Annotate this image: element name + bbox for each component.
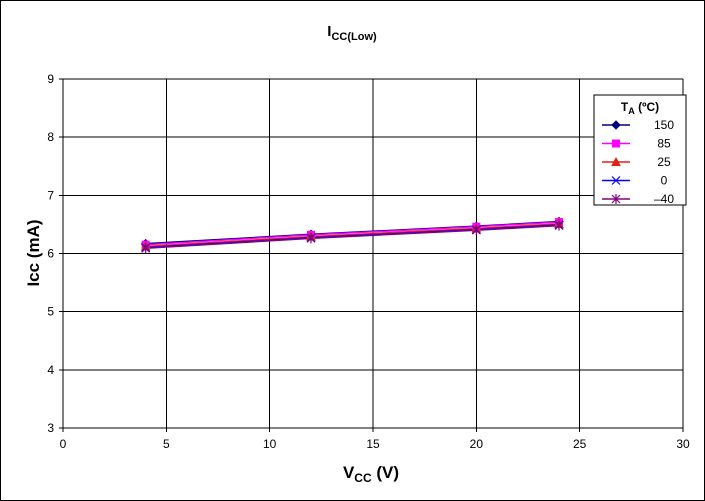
plot-area: 0 5 10 15 20 25 30 3 4 5 6 7 8 9	[47, 72, 690, 451]
legend-label-25: 25	[657, 155, 671, 169]
y-tick-label: 6	[47, 247, 54, 261]
series-line-25	[145, 223, 560, 248]
legend-marker-0	[611, 176, 621, 185]
x-tick-label: 25	[573, 437, 587, 451]
y-tick-label: 9	[47, 72, 54, 86]
legend-label-85: 85	[657, 137, 671, 151]
x-tick-label: 15	[366, 437, 380, 451]
chart-title: ICC(Low)	[327, 23, 377, 43]
legend-label-–40: –40	[654, 192, 674, 206]
x-tick-label: 5	[163, 437, 170, 451]
legend-marker-25	[611, 156, 621, 166]
x-axis-title: VCC (V)	[343, 463, 399, 485]
legend-title: TA (ºC)	[621, 100, 659, 116]
x-tick-label: 10	[263, 437, 277, 451]
x-tick-label: 30	[676, 437, 690, 451]
y-tick-label: 5	[47, 305, 54, 319]
data-point-–40	[471, 225, 481, 236]
x-tick-label: 20	[470, 437, 484, 451]
data-point-–40	[141, 243, 151, 254]
series-line-–40	[145, 224, 560, 250]
y-tick-label: 8	[47, 130, 54, 144]
legend-marker-85	[612, 139, 620, 148]
legend-marker-–40	[611, 194, 621, 204]
y-tick-label: 3	[47, 421, 54, 435]
square-marker-shape	[612, 139, 620, 148]
series-line-85	[145, 221, 560, 246]
y-tick-label: 4	[47, 363, 54, 377]
legend-label-150: 150	[654, 118, 674, 132]
legend-box	[593, 94, 687, 206]
x-marker-line	[611, 176, 621, 185]
triangle-marker-shape	[611, 156, 621, 166]
y-axis-title: Icc (mA)	[24, 219, 43, 286]
y-tick-label: 7	[47, 188, 54, 202]
x-tick-label: 0	[60, 437, 67, 451]
legend-marker-150	[611, 120, 621, 130]
diamond-marker-shape	[611, 120, 621, 130]
data-point-–40	[306, 233, 316, 244]
legend-label-0: 0	[661, 174, 668, 188]
data-point-–40	[554, 220, 564, 231]
legend: TA (ºC) 150 85 25 0 –40	[593, 94, 687, 206]
